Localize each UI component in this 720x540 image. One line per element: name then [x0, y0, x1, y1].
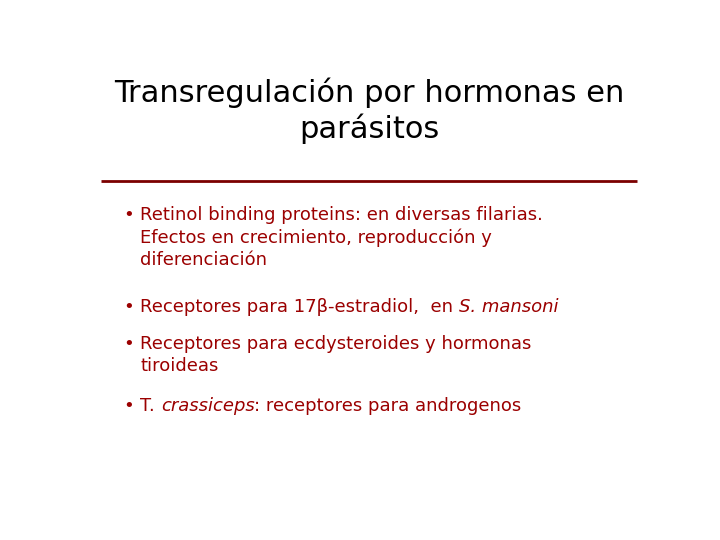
Text: Retinol binding proteins: en diversas filarias.
Efectos en crecimiento, reproduc: Retinol binding proteins: en diversas fi…: [140, 206, 543, 269]
Text: T.: T.: [140, 397, 161, 415]
Text: •: •: [124, 298, 134, 316]
Text: crassiceps: crassiceps: [161, 397, 254, 415]
Text: •: •: [124, 335, 134, 353]
Text: : receptores para androgenos: : receptores para androgenos: [254, 397, 522, 415]
Text: S. mansoni: S. mansoni: [459, 298, 559, 316]
Text: •: •: [124, 206, 134, 224]
Text: Receptores para ecdysteroides y hormonas
tiroideas: Receptores para ecdysteroides y hormonas…: [140, 335, 531, 375]
Text: Transregulación por hormonas en
parásitos: Transregulación por hormonas en parásito…: [114, 77, 624, 144]
Text: Receptores para 17β-estradiol,  en: Receptores para 17β-estradiol, en: [140, 298, 459, 316]
Text: •: •: [124, 397, 134, 415]
